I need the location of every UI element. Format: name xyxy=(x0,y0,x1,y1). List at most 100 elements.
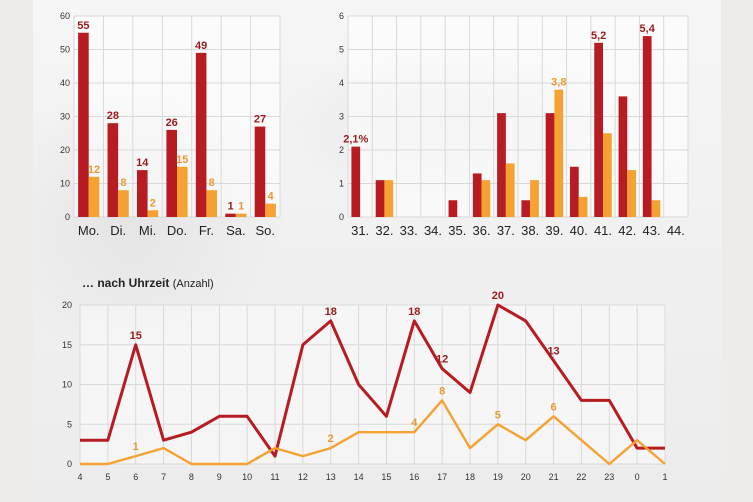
week-y-tick: 4 xyxy=(339,78,344,88)
weekday-y-tick: 50 xyxy=(60,45,70,55)
hour-x-tick: 22 xyxy=(576,472,586,482)
week-bar-dark xyxy=(642,36,652,217)
week-bar-orange xyxy=(384,180,394,217)
hour-data-label: 18 xyxy=(325,306,337,318)
hour-y-tick: 10 xyxy=(62,380,72,390)
hour-x-tick: 0 xyxy=(635,472,640,482)
hour-data-label: 1 xyxy=(133,441,139,453)
weekday-bar-dark xyxy=(254,126,266,217)
week-x-tick: 31. xyxy=(351,223,369,238)
week-bar-dark xyxy=(618,96,628,217)
hour-x-tick: 21 xyxy=(549,472,559,482)
week-x-tick: 39. xyxy=(545,223,563,238)
weekday-bar-orange xyxy=(147,210,159,217)
hour-data-label: 2 xyxy=(328,433,334,445)
hour-x-tick: 9 xyxy=(217,472,222,482)
week-x-tick: 38. xyxy=(521,223,539,238)
weekday-data-label: 8 xyxy=(120,177,126,189)
week-x-tick: 44. xyxy=(667,223,685,238)
weekday-data-label: 49 xyxy=(195,40,207,52)
weekday-data-label: 1 xyxy=(227,201,233,213)
weekday-bar-orange xyxy=(88,176,100,217)
weekday-x-tick: So. xyxy=(256,223,276,238)
hour-y-tick: 5 xyxy=(67,419,72,429)
hour-x-tick: 12 xyxy=(298,472,308,482)
hour-x-tick: 4 xyxy=(77,472,82,482)
weekday-bar-orange xyxy=(177,166,188,217)
weekday-bar-chart: 01020304050605512Mo.288Di.142Mi.2615Do.4… xyxy=(60,11,281,238)
hour-chart-heading: … nach Uhrzeit (Anzahl) xyxy=(82,276,214,290)
week-bar-dark xyxy=(497,113,506,217)
week-x-tick: 41. xyxy=(594,223,612,238)
weekday-data-label: 27 xyxy=(254,114,266,126)
week-bar-dark xyxy=(569,166,579,217)
week-x-tick: 36. xyxy=(473,223,491,238)
week-x-tick: 34. xyxy=(424,223,442,238)
weekday-bar-orange xyxy=(265,203,276,217)
week-bar-dark xyxy=(545,113,555,217)
week-bar-dark xyxy=(448,200,458,217)
hour-data-label: 20 xyxy=(492,290,504,302)
weekday-y-tick: 40 xyxy=(60,78,70,88)
weekday-bar-dark xyxy=(195,52,207,217)
calendar-week-bar-chart: 0 1 2 3 4 5 6 2,1% 31. 32. 33. 34. 35. 36. 37. 38. 3,8 39… xyxy=(339,11,689,238)
hour-y-tick: 15 xyxy=(62,340,72,350)
weekday-x-tick: Di. xyxy=(110,223,126,238)
weekday-data-label: 15 xyxy=(176,154,188,166)
weekday-data-label: 26 xyxy=(166,117,178,129)
weekday-data-label: 2 xyxy=(150,197,156,209)
hour-data-label: 4 xyxy=(411,417,418,429)
week-x-tick: 40. xyxy=(570,223,588,238)
hour-x-tick: 7 xyxy=(161,472,166,482)
weekday-y-tick: 20 xyxy=(60,145,70,155)
hour-y-tick: 20 xyxy=(62,300,72,310)
hour-data-label: 12 xyxy=(436,354,448,366)
week-bar-dark xyxy=(594,42,603,217)
week-bar-orange xyxy=(578,196,588,217)
weekday-x-tick: Mi. xyxy=(139,223,156,238)
week-y-tick: 2 xyxy=(339,145,344,155)
hour-x-tick: 1 xyxy=(662,472,667,482)
weekday-data-label: 14 xyxy=(136,157,149,169)
weekday-bar-orange xyxy=(206,190,218,217)
hour-y-tick: 0 xyxy=(67,459,72,469)
weekday-x-tick: Sa. xyxy=(226,223,246,238)
week-y-tick: 1 xyxy=(339,179,344,189)
week-data-label: 5,4 xyxy=(640,23,656,35)
weekday-y-tick: 10 xyxy=(60,179,70,189)
hour-chart-unit: (Anzahl) xyxy=(172,278,214,290)
hour-data-label: 8 xyxy=(439,385,445,397)
hour-x-tick: 18 xyxy=(465,472,475,482)
week-data-label: 5,2 xyxy=(591,30,606,42)
week-bar-dark xyxy=(375,180,385,217)
weekday-bar-dark xyxy=(136,170,148,217)
weekday-data-label: 1 xyxy=(238,201,244,213)
week-bar-orange xyxy=(627,170,637,217)
weekday-x-tick: Do. xyxy=(167,223,187,238)
weekday-bar-dark xyxy=(225,213,236,217)
week-bar-orange xyxy=(603,133,612,217)
hour-x-tick: 17 xyxy=(437,472,447,482)
week-bar-dark xyxy=(472,173,482,217)
weekday-bar-orange xyxy=(118,190,129,217)
week-bar-orange xyxy=(530,180,539,217)
hour-x-tick: 20 xyxy=(521,472,531,482)
week-y-tick: 3 xyxy=(339,112,344,122)
week-x-tick: 42. xyxy=(618,223,636,238)
week-bar-orange xyxy=(505,163,515,217)
weekday-bar-dark xyxy=(107,123,119,217)
hour-data-label: 13 xyxy=(547,346,559,358)
weekday-y-tick: 60 xyxy=(60,11,70,21)
weekday-y-tick: 30 xyxy=(60,112,70,122)
weekday-y-tick: 0 xyxy=(65,212,70,222)
week-y-tick: 5 xyxy=(339,45,344,55)
weekday-data-label: 28 xyxy=(107,110,119,122)
hour-data-label: 5 xyxy=(495,409,501,421)
hour-data-label: 15 xyxy=(130,330,142,342)
hour-x-tick: 8 xyxy=(189,472,194,482)
week-y-tick: 0 xyxy=(339,212,344,222)
week-bar-orange xyxy=(651,200,661,217)
hour-x-tick: 14 xyxy=(354,472,364,482)
